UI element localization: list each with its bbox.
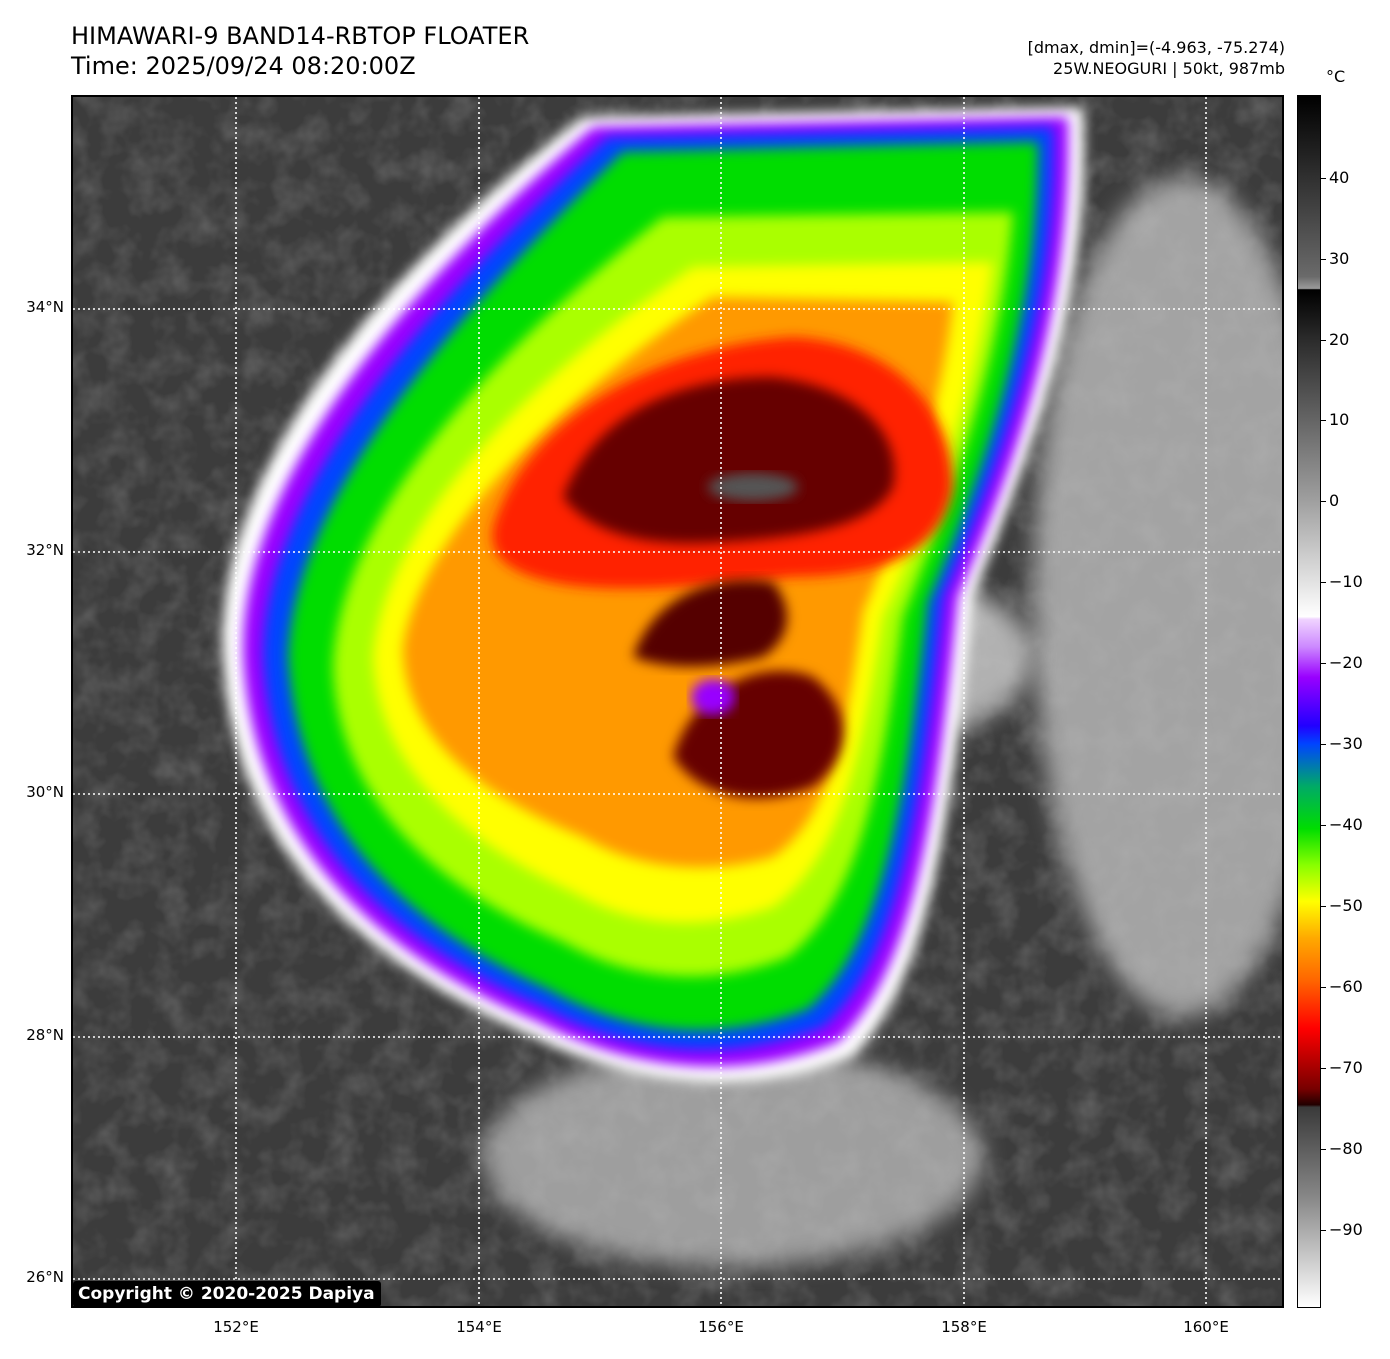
temperature-colorbar — [1297, 95, 1321, 1308]
lon-label-158e: 158°E — [941, 1318, 987, 1336]
colorbar-tick — [1321, 1230, 1326, 1231]
lat-label-28n: 28°N — [26, 1026, 64, 1044]
figure-title: HIMAWARI-9 BAND14-RBTOP FLOATER — [71, 22, 530, 50]
graticule — [73, 97, 1282, 1306]
colorbar-tick — [1321, 1149, 1326, 1150]
colorbar-label-minus80: −80 — [1329, 1139, 1363, 1158]
eastern-cloud-band — [1033, 177, 1282, 1017]
colorbar-label-minus40: −40 — [1329, 815, 1363, 834]
colorbar-tick — [1321, 906, 1326, 907]
colorbar-tick — [1321, 987, 1326, 988]
lon-label-156e: 156°E — [698, 1318, 744, 1336]
colorbar-label-30: 30 — [1329, 249, 1350, 268]
cloud-darkred-core — [563, 377, 895, 544]
colorbar-label-minus50: −50 — [1329, 896, 1363, 915]
colorbar-label-20: 20 — [1329, 330, 1350, 349]
colorbar-tick — [1321, 259, 1326, 260]
colorbar-label-10: 10 — [1329, 410, 1350, 429]
lat-label-30n: 30°N — [26, 783, 64, 801]
colorbar-tick — [1321, 1068, 1326, 1069]
dmax-dmin-readout: [dmax, dmin]=(-4.963, -75.274) — [1027, 38, 1285, 57]
lat-label-32n: 32°N — [26, 541, 64, 559]
copyright-badge: Copyright © 2020-2025 Dapiya — [73, 1281, 381, 1307]
colorbar-tick — [1321, 501, 1326, 502]
colorbar-tick — [1321, 825, 1326, 826]
southern-cloud-band — [483, 1047, 983, 1267]
colorbar-label-0: 0 — [1329, 491, 1340, 510]
lon-label-160e: 160°E — [1183, 1318, 1229, 1336]
colorbar-label-40: 40 — [1329, 168, 1350, 187]
colorbar-label-minus10: −10 — [1329, 572, 1363, 591]
lat-label-34n: 34°N — [26, 298, 64, 316]
colorbar-tick — [1321, 420, 1326, 421]
colorbar-tick — [1321, 582, 1326, 583]
storm-eye — [691, 679, 735, 715]
colorbar-tick — [1321, 178, 1326, 179]
colorbar-unit: °C — [1326, 67, 1346, 86]
colorbar-tick — [1321, 663, 1326, 664]
lon-label-152e: 152°E — [213, 1318, 259, 1336]
colorbar-tick — [1321, 340, 1326, 341]
colorbar-label-minus90: −90 — [1329, 1220, 1363, 1239]
storm-info: 25W.NEOGURI | 50kt, 987mb — [1053, 59, 1285, 78]
eyewall-north — [633, 579, 787, 667]
colorbar-label-minus60: −60 — [1329, 977, 1363, 996]
colorbar-label-minus20: −20 — [1329, 653, 1363, 672]
satellite-map[interactable] — [71, 95, 1284, 1308]
lat-label-26n: 26°N — [26, 1268, 64, 1286]
lon-label-154e: 154°E — [456, 1318, 502, 1336]
colorbar-label-minus30: −30 — [1329, 734, 1363, 753]
coldest-cloud-top — [708, 473, 798, 501]
satellite-imagery — [73, 97, 1282, 1306]
colorbar-label-minus70: −70 — [1329, 1058, 1363, 1077]
figure-time: Time: 2025/09/24 08:20:00Z — [71, 52, 416, 80]
colorbar-tick — [1321, 744, 1326, 745]
